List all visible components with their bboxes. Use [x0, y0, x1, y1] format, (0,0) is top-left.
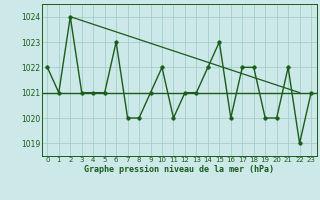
- X-axis label: Graphe pression niveau de la mer (hPa): Graphe pression niveau de la mer (hPa): [84, 165, 274, 174]
